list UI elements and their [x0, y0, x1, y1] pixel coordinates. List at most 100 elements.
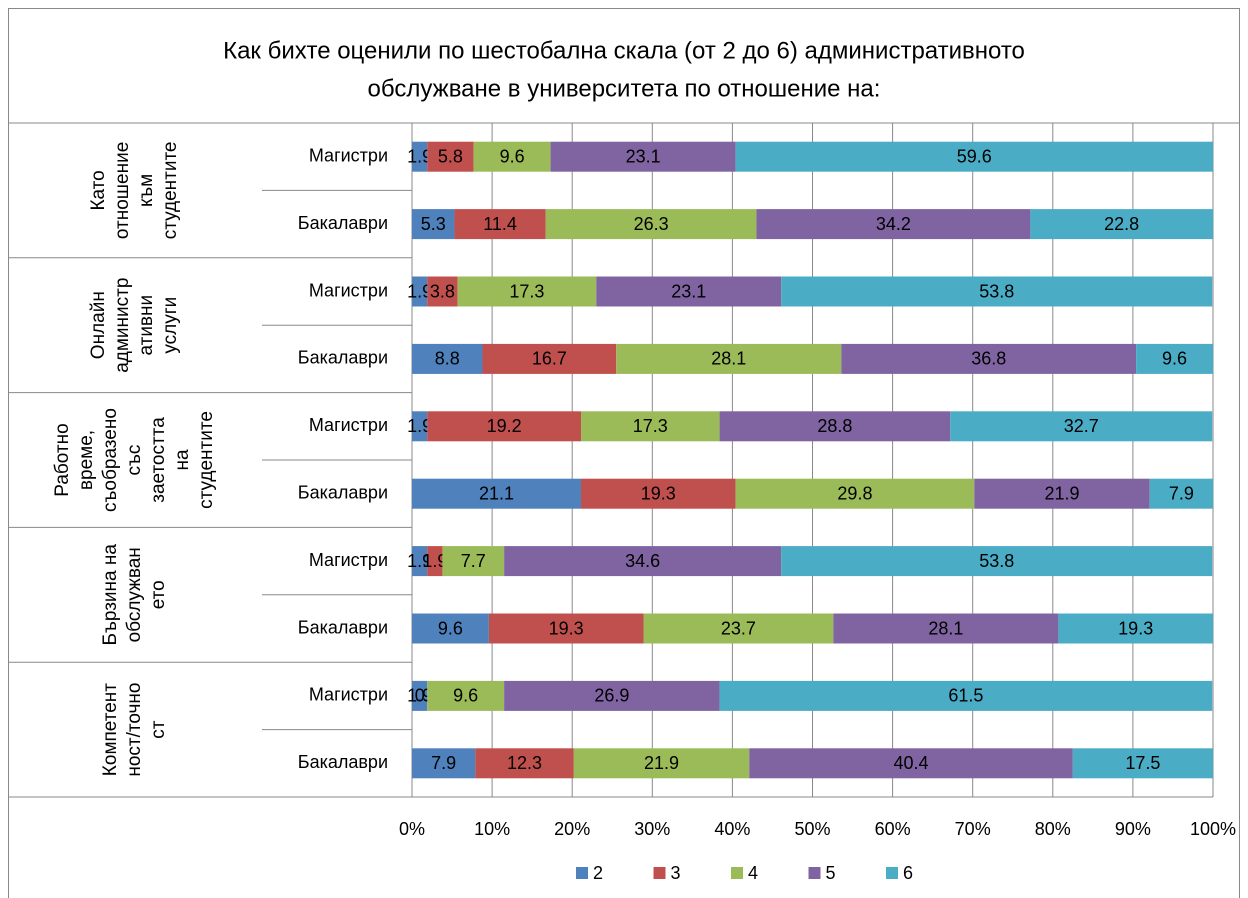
bar-segment [454, 209, 546, 240]
data-label: 7.9 [431, 753, 456, 773]
data-label: 59.6 [957, 146, 992, 166]
group-label: ност/точно [124, 683, 145, 777]
data-label: 26.9 [594, 686, 629, 706]
bar-segment [427, 546, 443, 577]
group-label: услуги [160, 297, 181, 354]
bar-segment [504, 546, 782, 577]
bar-segment [1030, 209, 1213, 240]
bar-segment [735, 141, 1213, 172]
data-label: 23.7 [721, 618, 756, 638]
x-tick-label: 30% [634, 819, 670, 839]
x-tick-label: 70% [955, 819, 991, 839]
bar-segment [1136, 343, 1213, 374]
group-label: ст [148, 720, 169, 739]
group-label: на [172, 449, 193, 470]
legend-swatch [576, 867, 588, 879]
x-tick-label: 10% [474, 819, 510, 839]
group-label: Онлайн [88, 291, 109, 359]
group-label: ативни [136, 295, 157, 356]
data-label: 28.1 [711, 349, 746, 369]
group-label: студентите [160, 141, 181, 239]
data-label: 21.9 [1044, 483, 1079, 503]
bar-segment [427, 141, 474, 172]
bar-segment [573, 748, 750, 779]
y-tick-label: Бакалаври [298, 752, 388, 772]
legend-label: 4 [748, 863, 758, 883]
data-label: 17.3 [509, 281, 544, 301]
bar-segment [412, 748, 476, 779]
data-label: 19.3 [1118, 618, 1153, 638]
data-label: 1.9 [407, 281, 432, 301]
x-tick-label: 40% [714, 819, 750, 839]
data-label: 29.8 [837, 483, 872, 503]
chart-border [8, 8, 1240, 898]
group-label: съобразено [100, 408, 121, 512]
bar-segment [412, 411, 428, 442]
legend-swatch [886, 867, 898, 879]
bar-segment [756, 209, 1031, 240]
data-label: 8.8 [435, 349, 460, 369]
x-tick-label: 100% [1190, 819, 1236, 839]
data-label: 1.9 [407, 146, 432, 166]
bar-segment [550, 141, 736, 172]
group-label: Бързина на [100, 544, 121, 646]
bar-segment [427, 680, 505, 711]
data-label: 7.9 [1169, 483, 1194, 503]
x-tick-label: 90% [1115, 819, 1151, 839]
data-label: 32.7 [1064, 416, 1099, 436]
bar-segment [427, 411, 582, 442]
chart-title: обслужване в университета по отношение н… [368, 75, 881, 102]
data-label: 16.7 [532, 349, 567, 369]
data-label: 1.9 [407, 416, 432, 436]
bar-segment [488, 613, 644, 644]
group-label: Като [88, 170, 109, 210]
y-tick-label: Бакалаври [298, 482, 388, 502]
data-label: 9.6 [1162, 349, 1187, 369]
bar-segment [412, 209, 455, 240]
group-label: време, [76, 430, 97, 490]
data-label: 23.1 [626, 146, 661, 166]
y-tick-label: Бакалаври [298, 213, 388, 233]
data-label: 12.3 [507, 753, 542, 773]
data-label: 17.5 [1125, 753, 1160, 773]
bar-segment [974, 478, 1150, 509]
data-label: 53.8 [979, 551, 1014, 571]
data-label: 17.3 [633, 416, 668, 436]
data-label: 1.9 [407, 551, 432, 571]
bar-segment [475, 748, 574, 779]
group-label: със [124, 445, 145, 476]
bar-segment [616, 343, 842, 374]
data-label: 61.5 [948, 686, 983, 706]
legend-swatch [731, 867, 743, 879]
bar-segment [412, 478, 582, 509]
data-label: 5.8 [438, 146, 463, 166]
bar-segment [412, 680, 428, 711]
y-tick-label: Магистри [309, 145, 388, 165]
bar-segment [781, 546, 1213, 577]
bar-segment [781, 276, 1213, 307]
x-tick-label: 0% [399, 819, 425, 839]
group-label: ето [148, 580, 169, 609]
bar-segment [841, 343, 1137, 374]
bar-segment [412, 613, 489, 644]
x-tick-label: 20% [554, 819, 590, 839]
data-label: 40.4 [893, 753, 928, 773]
bar-segment [719, 411, 951, 442]
bar-segment [412, 141, 428, 172]
data-label: 22.8 [1104, 214, 1139, 234]
data-label: 21.9 [644, 753, 679, 773]
bar-segment [749, 748, 1073, 779]
group-label: отношение [112, 142, 133, 239]
bar-segment [412, 546, 428, 577]
bar-segment [504, 680, 720, 711]
bar-segment [545, 209, 757, 240]
data-label: 19.3 [549, 618, 584, 638]
y-tick-label: Магистри [309, 280, 388, 300]
bar-segment [427, 276, 458, 307]
group-label: студентите [196, 411, 217, 509]
legend-swatch [653, 867, 666, 879]
y-tick-label: Магистри [309, 685, 388, 705]
x-tick-label: 60% [875, 819, 911, 839]
data-label: 53.8 [979, 281, 1014, 301]
data-label: 9.6 [438, 618, 463, 638]
